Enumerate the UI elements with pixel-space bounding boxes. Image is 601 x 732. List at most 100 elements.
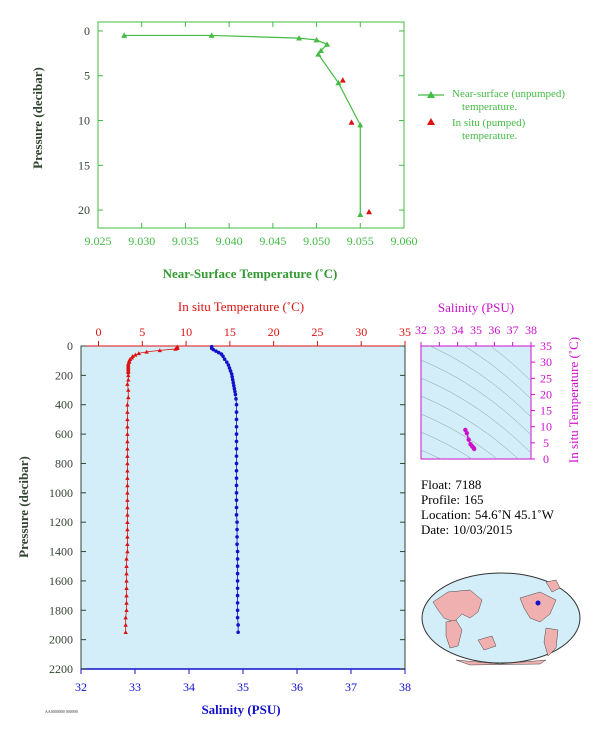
temperature-profile-point	[125, 542, 130, 546]
profile-y-tick-label: 400	[55, 398, 73, 412]
top-x-tick-label: 9.040	[216, 234, 243, 248]
unpumped-temperature-point	[335, 79, 342, 86]
salinity-profile-point	[222, 357, 227, 362]
profile-y-tick-label: 600	[55, 427, 73, 441]
profile-bottom-tick-label: 38	[399, 680, 411, 694]
ts-tick-group: 32 33 34 35 36 37 38 0 5 10 15 20 25 30 35	[415, 323, 552, 466]
profile-series-group	[123, 344, 240, 635]
unpumped-temperature-point	[208, 32, 215, 38]
top-legend: Near-surface (unpumped) temperature. In …	[418, 88, 565, 142]
date-label: Date:	[421, 522, 450, 537]
ts-y-tick-label: 30	[540, 355, 552, 369]
temperature-profile-point	[126, 373, 131, 378]
temperature-profile-point	[125, 453, 130, 458]
map-land-greenland	[545, 579, 561, 593]
top-y-tick-label: 0	[84, 24, 90, 38]
salinity-profile-point	[232, 386, 237, 391]
temperature-profile-point	[126, 395, 131, 400]
profile-bottom-tick-label: 36	[291, 680, 303, 694]
temperature-profile-point	[125, 417, 130, 422]
location-row: Location: 54.6˚N 45.1˚W	[421, 507, 554, 522]
salinity-profile-point	[234, 446, 239, 451]
pumped-temperature-point	[366, 208, 373, 215]
salinity-profile-point	[236, 630, 240, 635]
salinity-profile-point	[235, 586, 240, 591]
salinity-profile-point	[234, 505, 239, 510]
legend-unpumped-marker	[427, 91, 435, 98]
ts-density-isoline	[421, 377, 531, 454]
salinity-profile-point	[235, 527, 239, 532]
date-value: 10/03/2015	[453, 522, 513, 537]
world-map	[421, 572, 581, 666]
profile-label: Profile:	[421, 492, 460, 507]
ts-point	[471, 446, 477, 452]
salinity-profile-point	[235, 579, 240, 583]
ts-density-isoline	[429, 346, 531, 418]
salinity-profile-point	[230, 377, 235, 382]
salinity-profile-point	[227, 366, 232, 370]
temperature-profile-point	[126, 377, 131, 382]
temperature-profile-point	[126, 387, 131, 392]
date-row: Date: 10/03/2015	[421, 522, 554, 537]
profile-top-tick-label: 15	[224, 325, 236, 339]
profile-tick-group: 0200400600800100012001400160018002000220…	[49, 325, 411, 694]
profile-y-tick-label: 1400	[49, 545, 73, 559]
temperature-profile-point	[125, 431, 130, 436]
salinity-profile-point	[234, 498, 239, 502]
ts-y-tick-label: 10	[540, 420, 552, 434]
location-label: Location:	[421, 507, 471, 522]
legend-pumped-label-line1: In situ (pumped)	[452, 117, 526, 129]
salinity-profile-point	[233, 392, 238, 397]
top-chart: 9.025 9.030 9.035 9.040 9.045 9.050 9.055 9.060…	[30, 21, 565, 281]
profile-y-tick-label: 2200	[49, 662, 73, 676]
temperature-profile-point	[126, 370, 131, 375]
ts-y-tick-label: 15	[540, 404, 552, 418]
salinity-profile-point	[234, 461, 239, 466]
temperature-profile-point	[123, 615, 128, 620]
temperature-profile-point	[123, 622, 128, 627]
salinity-profile-point	[234, 468, 239, 473]
profile-y-tick-label: 800	[55, 456, 73, 470]
top-x-tick-label: 9.060	[391, 234, 418, 248]
profile-top-tick-label: 5	[139, 325, 145, 339]
temperature-profile-point	[124, 586, 129, 591]
temperature-profile-point	[125, 512, 130, 517]
temperature-profile-point	[125, 497, 130, 502]
footer-code: AA0000000 000000	[45, 709, 78, 714]
ts-isoline-group	[421, 346, 531, 459]
ts-y-tick-label: 35	[540, 339, 552, 353]
temperature-profile-point	[125, 381, 130, 386]
salinity-profile-point	[234, 424, 239, 429]
temperature-profile-point	[125, 505, 130, 510]
salinity-profile-point	[235, 615, 240, 620]
profile-top-tick-label: 0	[96, 325, 102, 339]
temperature-profile-point	[173, 346, 178, 351]
temperature-profile-point	[144, 349, 149, 354]
salinity-profile-point	[235, 601, 240, 605]
top-x-tick-label: 9.035	[172, 234, 199, 248]
profile-value: 165	[464, 492, 484, 507]
ts-point	[464, 430, 470, 436]
temperature-profile-point	[124, 608, 129, 613]
pumped-temperature-point	[348, 119, 355, 125]
top-x-tick-label: 9.050	[303, 234, 330, 248]
salinity-profile-point	[235, 571, 240, 576]
top-x-tick-label: 9.045	[259, 234, 286, 248]
ts-y-tick-label: 25	[540, 371, 552, 385]
salinity-profile-point	[231, 380, 236, 385]
top-x-axis-title: Near-Surface Temperature (˚C)	[163, 266, 338, 281]
float-row: Float: 7188	[421, 477, 554, 492]
location-value: 54.6˚N 45.1˚W	[474, 507, 554, 522]
temperature-profile-point	[125, 402, 130, 407]
ts-y-tick-label: 5	[543, 436, 549, 450]
pumped-temperature-point	[339, 77, 346, 83]
salinity-profile-point	[234, 454, 239, 458]
legend-unpumped-label-line2: temperature.	[462, 101, 518, 113]
profile-top-tick-label: 35	[399, 325, 411, 339]
temperature-profile-point	[125, 534, 130, 539]
profile-bottom-tick-label: 34	[183, 680, 195, 694]
profile-y-tick-label: 1000	[49, 486, 73, 500]
ts-density-isoline	[490, 346, 531, 382]
map-land-australia	[477, 635, 497, 651]
